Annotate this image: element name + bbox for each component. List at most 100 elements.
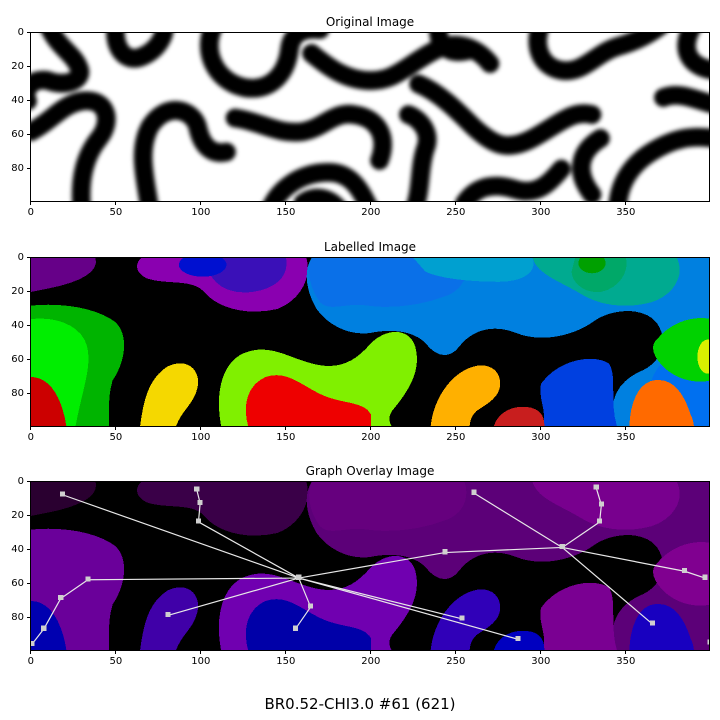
graph-node — [702, 574, 708, 580]
graph-node — [598, 501, 604, 507]
x-tick-label: 300 — [531, 432, 551, 443]
labelled-image-axes — [30, 257, 710, 427]
graph-nodes — [31, 484, 709, 647]
graph-edge — [62, 494, 299, 579]
x-tick-label: 200 — [361, 207, 381, 218]
x-tick-label: 150 — [276, 207, 296, 218]
graph-node — [459, 615, 465, 621]
y-tick-label: 40 — [11, 543, 24, 555]
x-tick-mark — [285, 202, 287, 205]
x-tick-label: 300 — [531, 656, 551, 667]
x-tick-mark — [370, 427, 372, 430]
x-tick-mark — [540, 651, 542, 654]
graph-node — [308, 603, 314, 609]
x-tick-mark — [285, 427, 287, 430]
x-tick-label: 150 — [276, 656, 296, 667]
graph-edge — [298, 551, 446, 579]
graph-edge — [473, 492, 563, 548]
original-image-axes — [30, 32, 710, 202]
y-tick-label: 80 — [11, 162, 24, 174]
graph-overlay-title: Graph Overlay Image — [305, 464, 435, 478]
x-tick-label: 0 — [27, 432, 35, 443]
graph-node — [593, 484, 599, 490]
graph-node — [165, 612, 171, 618]
y-tick-label: 20 — [11, 509, 24, 521]
graph-node — [649, 620, 655, 626]
x-tick-mark — [540, 427, 542, 430]
graph-edge — [298, 577, 312, 608]
graph-edge — [298, 577, 463, 620]
y-tick-label: 20 — [11, 60, 24, 72]
graph-edge — [561, 546, 653, 625]
x-tick-label: 50 — [109, 656, 123, 667]
x-tick-mark — [115, 202, 117, 205]
graph-node — [194, 486, 200, 492]
graph-node — [471, 489, 477, 495]
original-image — [31, 33, 709, 201]
y-tick-label: 80 — [11, 387, 24, 399]
x-tick-mark — [285, 651, 287, 654]
graph-node — [559, 544, 565, 550]
x-tick-mark — [370, 202, 372, 205]
x-tick-mark — [115, 651, 117, 654]
graph-node — [195, 518, 201, 524]
y-tick-label: 40 — [11, 319, 24, 331]
graph-edges — [31, 487, 706, 645]
graph-node — [442, 549, 448, 555]
x-tick-label: 250 — [446, 432, 466, 443]
y-tick-label: 0 — [17, 475, 24, 487]
x-tick-mark — [625, 651, 627, 654]
graph-node — [292, 625, 298, 631]
y-tick-label: 60 — [11, 128, 24, 140]
graph-node — [682, 567, 688, 573]
y-tick-label: 0 — [17, 251, 24, 263]
y-tick-label: 40 — [11, 94, 24, 106]
graph-overlay-axes — [30, 481, 710, 651]
y-tick-label: 0 — [17, 26, 24, 38]
graph-edge — [298, 577, 519, 640]
x-tick-mark — [540, 202, 542, 205]
labelled-image — [31, 258, 709, 426]
x-tick-mark — [200, 202, 202, 205]
x-tick-label: 100 — [191, 207, 211, 218]
y-tick-label: 80 — [11, 611, 24, 623]
x-tick-mark — [200, 651, 202, 654]
labelled-image-title: Labelled Image — [323, 240, 417, 254]
x-tick-mark — [625, 427, 627, 430]
graph-edge — [198, 521, 300, 579]
x-tick-label: 50 — [109, 432, 123, 443]
graph-edge — [444, 546, 563, 554]
graph-edge — [294, 606, 312, 630]
graph-node — [59, 491, 65, 497]
graph-edge — [562, 546, 685, 572]
x-tick-label: 200 — [361, 432, 381, 443]
graph-node — [85, 576, 91, 582]
y-tick-label: 60 — [11, 577, 24, 589]
x-tick-mark — [200, 427, 202, 430]
graph-edge — [167, 577, 299, 617]
x-tick-mark — [625, 202, 627, 205]
y-tick-label: 20 — [11, 285, 24, 297]
graph-node — [58, 595, 64, 601]
figure-caption: BR0.52-CHI3.0 #61 (621) — [264, 695, 456, 713]
graph-node — [707, 639, 709, 645]
graph-overlay-image — [31, 482, 709, 650]
x-tick-mark — [370, 651, 372, 654]
x-tick-mark — [30, 202, 32, 205]
x-tick-mark — [115, 427, 117, 430]
graph-edge — [87, 577, 299, 581]
x-tick-label: 0 — [27, 656, 35, 667]
x-tick-label: 350 — [616, 207, 636, 218]
x-tick-label: 100 — [191, 432, 211, 443]
graph-node — [197, 499, 203, 505]
graph-node — [296, 574, 302, 580]
graph-node — [41, 625, 47, 631]
x-tick-mark — [455, 427, 457, 430]
x-tick-label: 250 — [446, 656, 466, 667]
x-tick-label: 350 — [616, 432, 636, 443]
graph-node — [31, 640, 35, 647]
x-tick-mark — [455, 651, 457, 654]
x-tick-label: 50 — [109, 207, 123, 218]
x-tick-label: 0 — [27, 207, 35, 218]
graph-node — [515, 635, 521, 641]
